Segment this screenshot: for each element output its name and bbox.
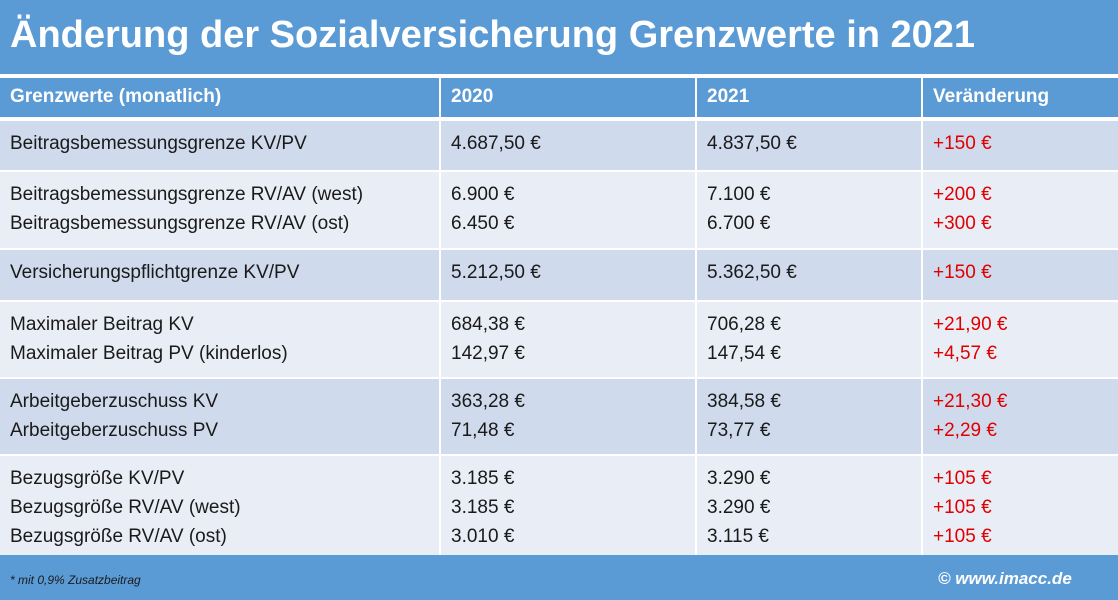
row-label-cell: Beitragsbemessungsgrenze KV/PV bbox=[0, 118, 440, 171]
table-header-row: Grenzwerte (monatlich) 2020 2021 Verände… bbox=[0, 78, 1118, 121]
value-2020: 6.900 € bbox=[451, 184, 515, 205]
value-2020: 363,28 € bbox=[451, 391, 525, 412]
change-cell: +200 € +300 € bbox=[921, 170, 1118, 249]
change-cell: +150 € bbox=[921, 118, 1118, 171]
row-label-cell: Arbeitgeberzuschuss KV Arbeitgeberzuschu… bbox=[0, 377, 440, 455]
copyright-link[interactable]: © www.imacc.de bbox=[938, 569, 1072, 588]
change-value: +150 € bbox=[933, 133, 992, 154]
change-cell: +105 € +105 € +105 € bbox=[921, 454, 1118, 555]
table-row: Bezugsgröße KV/PV Bezugsgröße RV/AV (wes… bbox=[0, 454, 1118, 555]
page-title: Änderung der Sozialversicherung Grenzwer… bbox=[0, 0, 1118, 74]
change-cell: +21,30 € +2,29 € bbox=[921, 377, 1118, 455]
change-value: +105 € bbox=[933, 468, 992, 489]
value-2021-cell: 384,58 € 73,77 € bbox=[695, 377, 922, 455]
value-2021: 706,28 € bbox=[707, 314, 781, 335]
change-cell: +150 € bbox=[921, 248, 1118, 301]
column-header-change: Veränderung bbox=[921, 78, 1118, 121]
table-row: Arbeitgeberzuschuss KV Arbeitgeberzuschu… bbox=[0, 377, 1118, 455]
value-2021-cell: 4.837,50 € bbox=[695, 118, 922, 171]
footnote: * mit 0,9% Zusatzbeitrag bbox=[10, 573, 141, 587]
value-2020: 142,97 € bbox=[451, 343, 525, 364]
value-2021-cell: 7.100 € 6.700 € bbox=[695, 170, 922, 249]
change-value: +300 € bbox=[933, 213, 992, 234]
value-2020: 4.687,50 € bbox=[451, 133, 541, 154]
value-2021-cell: 706,28 € 147,54 € bbox=[695, 300, 922, 378]
table-row: Maximaler Beitrag KV Maximaler Beitrag P… bbox=[0, 300, 1118, 378]
row-label: Versicherungspflichtgrenze KV/PV bbox=[10, 262, 300, 283]
change-value: +150 € bbox=[933, 262, 992, 283]
value-2020-cell: 3.185 € 3.185 € 3.010 € bbox=[439, 454, 696, 555]
value-2020-cell: 363,28 € 71,48 € bbox=[439, 377, 696, 455]
row-label: Beitragsbemessungsgrenze RV/AV (west) bbox=[10, 184, 364, 205]
value-2020-cell: 5.212,50 € bbox=[439, 248, 696, 301]
value-2021: 5.362,50 € bbox=[707, 262, 797, 283]
row-label-cell: Beitragsbemessungsgrenze RV/AV (west) Be… bbox=[0, 170, 440, 249]
value-2021: 3.290 € bbox=[707, 497, 771, 518]
change-value: +4,57 € bbox=[933, 343, 997, 364]
value-2020: 6.450 € bbox=[451, 213, 515, 234]
row-label: Maximaler Beitrag PV (kinderlos) bbox=[10, 343, 288, 364]
value-2020-cell: 684,38 € 142,97 € bbox=[439, 300, 696, 378]
value-2021-cell: 5.362,50 € bbox=[695, 248, 922, 301]
row-label: Arbeitgeberzuschuss PV bbox=[10, 420, 219, 441]
row-label: Beitragsbemessungsgrenze RV/AV (ost) bbox=[10, 213, 350, 234]
row-label: Bezugsgröße KV/PV bbox=[10, 468, 185, 489]
row-label-cell: Bezugsgröße KV/PV Bezugsgröße RV/AV (wes… bbox=[0, 454, 440, 555]
value-2021: 7.100 € bbox=[707, 184, 771, 205]
column-header-label: Grenzwerte (monatlich) bbox=[0, 78, 440, 121]
title-divider bbox=[0, 74, 1118, 78]
value-2020: 71,48 € bbox=[451, 420, 515, 441]
value-2021: 6.700 € bbox=[707, 213, 771, 234]
value-2020-cell: 6.900 € 6.450 € bbox=[439, 170, 696, 249]
value-2020: 5.212,50 € bbox=[451, 262, 541, 283]
column-header-2020: 2020 bbox=[439, 78, 696, 121]
value-2021-cell: 3.290 € 3.290 € 3.115 € bbox=[695, 454, 922, 555]
value-2021: 3.115 € bbox=[707, 526, 769, 547]
change-value: +105 € bbox=[933, 526, 992, 547]
change-value: +21,90 € bbox=[933, 314, 1008, 335]
row-label: Beitragsbemessungsgrenze KV/PV bbox=[10, 133, 307, 154]
value-2020: 3.185 € bbox=[451, 468, 515, 489]
change-value: +2,29 € bbox=[933, 420, 997, 441]
row-label: Bezugsgröße RV/AV (west) bbox=[10, 497, 241, 518]
table-row: Beitragsbemessungsgrenze RV/AV (west) Be… bbox=[0, 170, 1118, 249]
column-header-2021: 2021 bbox=[695, 78, 922, 121]
row-label: Arbeitgeberzuschuss KV bbox=[10, 391, 219, 412]
value-2021: 3.290 € bbox=[707, 468, 771, 489]
limits-table: Grenzwerte (monatlich) 2020 2021 Verände… bbox=[0, 78, 1118, 555]
row-label-cell: Maximaler Beitrag KV Maximaler Beitrag P… bbox=[0, 300, 440, 378]
change-value: +200 € bbox=[933, 184, 992, 205]
value-2021: 4.837,50 € bbox=[707, 133, 797, 154]
table-row: Beitragsbemessungsgrenze KV/PV 4.687,50 … bbox=[0, 118, 1118, 171]
change-value: +21,30 € bbox=[933, 391, 1008, 412]
value-2020: 3.010 € bbox=[451, 526, 515, 547]
value-2020: 3.185 € bbox=[451, 497, 515, 518]
change-value: +105 € bbox=[933, 497, 992, 518]
footer-bar: * mit 0,9% Zusatzbeitrag © www.imacc.de bbox=[0, 565, 1118, 600]
table-row: Versicherungspflichtgrenze KV/PV 5.212,5… bbox=[0, 248, 1118, 301]
row-label: Maximaler Beitrag KV bbox=[10, 314, 194, 335]
row-label: Bezugsgröße RV/AV (ost) bbox=[10, 526, 227, 547]
row-label-cell: Versicherungspflichtgrenze KV/PV bbox=[0, 248, 440, 301]
value-2021: 384,58 € bbox=[707, 391, 781, 412]
value-2021: 147,54 € bbox=[707, 343, 781, 364]
value-2021: 73,77 € bbox=[707, 420, 771, 441]
change-cell: +21,90 € +4,57 € bbox=[921, 300, 1118, 378]
value-2020: 684,38 € bbox=[451, 314, 525, 335]
value-2020-cell: 4.687,50 € bbox=[439, 118, 696, 171]
